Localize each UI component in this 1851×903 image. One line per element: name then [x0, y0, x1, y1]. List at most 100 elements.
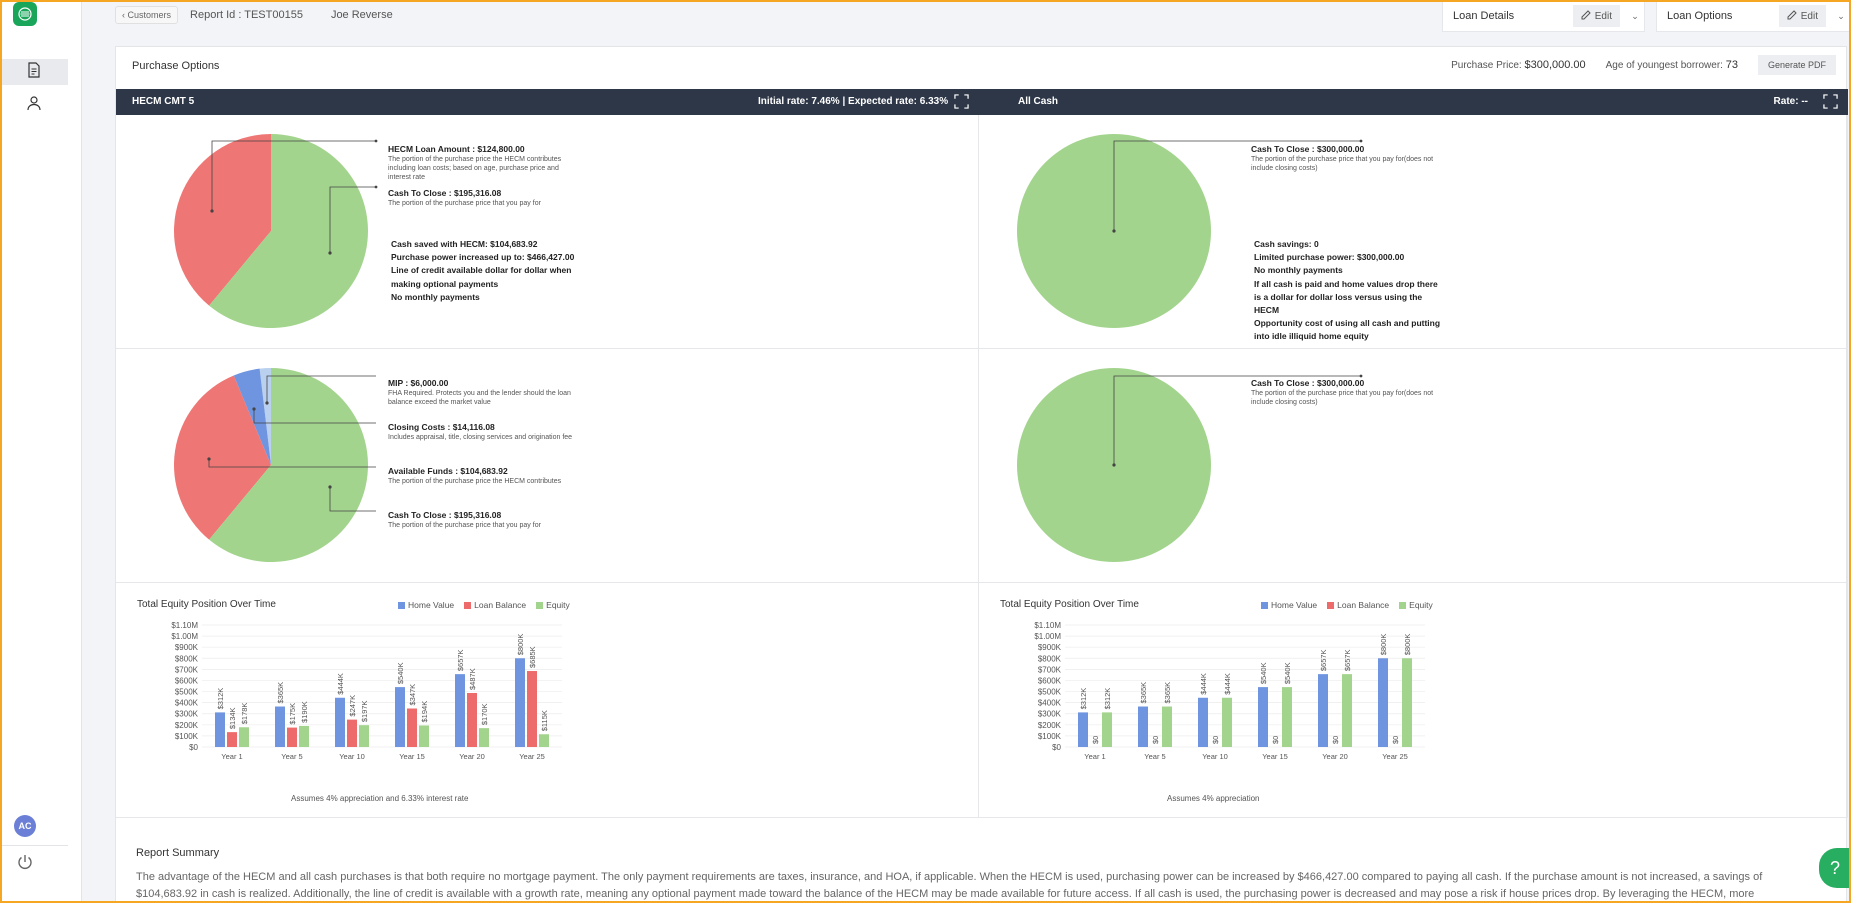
generate-pdf-button[interactable]: Generate PDF [1757, 55, 1836, 75]
cash-chart-legend: Home Value Loan Balance Equity [1261, 600, 1433, 610]
bar[interactable] [419, 725, 429, 747]
hecm-loan-pie-chart [174, 134, 378, 328]
expand-icon[interactable] [1823, 94, 1838, 109]
legend-item[interactable]: Loan Balance [464, 600, 526, 610]
y-tick-label: $900K [1038, 643, 1062, 652]
loan-details-label: Loan Details [1453, 10, 1515, 22]
bar-value-label: $312K [216, 688, 225, 710]
bar[interactable] [1222, 697, 1232, 747]
loan-options-edit-button[interactable]: Edit [1778, 5, 1826, 27]
cash-to-close-annotation: Cash To Close : $300,000.00 The portion … [1251, 378, 1441, 407]
y-tick-label: $0 [189, 743, 198, 752]
bar[interactable] [467, 692, 477, 747]
bar[interactable] [359, 725, 369, 747]
available-funds-title: Available Funds : $104,683.92 [388, 466, 508, 476]
bar[interactable] [1282, 687, 1292, 747]
cash-chart-footnote: Assumes 4% appreciation [1167, 794, 1260, 803]
bar[interactable] [1258, 687, 1268, 747]
loan-options-dropdown[interactable]: Loan Options Edit ⌄ [1656, 0, 1851, 32]
bar[interactable] [287, 727, 297, 747]
pie-slice[interactable] [259, 368, 271, 465]
y-tick-label: $200K [1038, 721, 1062, 730]
bar-value-label: $175K [288, 703, 297, 725]
bar[interactable] [1162, 706, 1172, 747]
loan-details-dropdown[interactable]: Loan Details Edit ⌄ [1442, 0, 1645, 32]
bar-value-label: $657K [1343, 649, 1352, 671]
bar[interactable] [1342, 674, 1352, 747]
bar[interactable] [347, 719, 357, 747]
bar-value-label: $134K [228, 707, 237, 729]
y-tick-label: $1.10M [171, 621, 198, 630]
y-tick-label: $300K [1038, 710, 1062, 719]
loan-details-edit-button[interactable]: Edit [1572, 5, 1620, 27]
hecm-pie-cell-2 [116, 349, 979, 583]
bar[interactable] [1078, 712, 1088, 747]
bar[interactable] [1318, 674, 1328, 747]
panel-header-info: Purchase Price: $300,000.00 Age of young… [1451, 55, 1836, 75]
bar[interactable] [275, 706, 285, 747]
bar-value-label: $115K [540, 710, 549, 731]
bar[interactable] [1138, 706, 1148, 747]
legend-label: Home Value [408, 600, 455, 610]
bar[interactable] [407, 708, 417, 747]
x-tick-label: Year 1 [1084, 752, 1105, 761]
bar[interactable] [479, 728, 489, 747]
y-tick-label: $500K [175, 688, 199, 697]
y-tick-label: $300K [175, 710, 199, 719]
sidebar-item-reports[interactable] [0, 59, 68, 85]
bar-value-label: $194K [420, 701, 429, 723]
edit-icon [1581, 9, 1591, 23]
bar[interactable] [239, 727, 249, 747]
bar[interactable] [539, 734, 549, 747]
legend-item[interactable]: Equity [1399, 600, 1433, 610]
legend-item[interactable]: Equity [536, 600, 570, 610]
bar-value-label: $444K [1223, 673, 1232, 695]
note-line: Purchase power increased up to: $466,427… [391, 252, 575, 263]
legend-label: Equity [1409, 600, 1433, 610]
purchase-price: Purchase Price: $300,000.00 [1451, 59, 1586, 71]
pie-slice[interactable] [174, 375, 271, 540]
power-icon[interactable] [15, 852, 35, 872]
hecm-loan-amount-desc: The portion of the purchase price the HE… [388, 156, 562, 182]
chevron-down-icon[interactable]: ⌄ [1631, 10, 1639, 21]
y-tick-label: $700K [175, 665, 199, 674]
avatar[interactable]: AC [14, 815, 36, 837]
cash-to-close-desc: The portion of the purchase price that y… [388, 522, 541, 530]
legend-item[interactable]: Loan Balance [1327, 600, 1389, 610]
edit-label: Edit [1800, 10, 1818, 22]
y-tick-label: $600K [175, 676, 199, 685]
bar-value-label: $170K [480, 703, 489, 725]
app-logo-icon[interactable] [13, 2, 37, 26]
pie-slice[interactable] [174, 134, 271, 306]
bar[interactable] [215, 712, 225, 747]
chevron-down-icon[interactable]: ⌄ [1837, 10, 1845, 21]
bar[interactable] [1198, 697, 1208, 747]
bar-value-label: $312K [1079, 688, 1088, 710]
pie-slice[interactable] [209, 368, 368, 562]
hecm-loan-amount-title: HECM Loan Amount : $124,800.00 [388, 144, 525, 154]
bar[interactable] [515, 658, 525, 747]
cash-to-close-title: Cash To Close : $195,316.08 [388, 188, 502, 198]
help-button[interactable]: ? [1819, 848, 1851, 888]
bar[interactable] [299, 725, 309, 747]
bar-value-label: $540K [1259, 662, 1268, 684]
bar[interactable] [1402, 658, 1412, 747]
x-tick-label: Year 15 [1262, 752, 1288, 761]
bar[interactable] [455, 674, 465, 747]
expand-icon[interactable] [954, 94, 969, 109]
bar[interactable] [335, 697, 345, 747]
sidebar-item-customers[interactable] [0, 92, 68, 118]
legend-item[interactable]: Home Value [1261, 600, 1317, 610]
bar-value-label: $800K [1403, 634, 1412, 656]
bar[interactable] [527, 671, 537, 747]
back-button[interactable]: ‹ Customers [115, 6, 179, 24]
bar[interactable] [227, 732, 237, 747]
bar[interactable] [1102, 712, 1112, 747]
pie-slice[interactable] [233, 368, 271, 465]
bar[interactable] [1378, 658, 1388, 747]
pie-slice[interactable] [209, 134, 368, 328]
bar[interactable] [395, 687, 405, 747]
help-icon: ? [1829, 857, 1840, 878]
bar-value-label: $444K [1199, 673, 1208, 695]
legend-item[interactable]: Home Value [398, 600, 454, 610]
